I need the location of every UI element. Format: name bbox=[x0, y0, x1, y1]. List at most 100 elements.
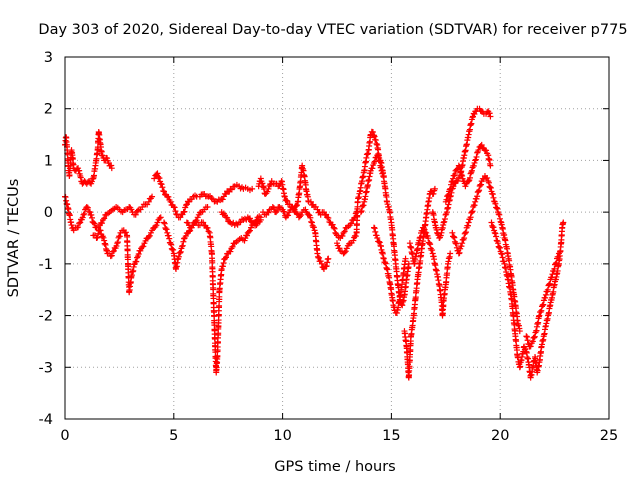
data-point-trace bbox=[323, 211, 330, 218]
data-point-trace bbox=[484, 174, 491, 181]
data-point bbox=[495, 240, 502, 247]
data-point-trace bbox=[155, 173, 162, 180]
data-point-trace bbox=[317, 258, 324, 265]
data-point-trace bbox=[461, 235, 468, 242]
data-point-trace bbox=[146, 232, 153, 239]
data-point-trace bbox=[522, 345, 529, 352]
data-point-trace bbox=[451, 171, 458, 178]
data-point bbox=[132, 211, 139, 218]
data-point-trace bbox=[538, 307, 545, 314]
data-point bbox=[560, 219, 567, 226]
data-point-trace bbox=[227, 248, 234, 255]
data-point bbox=[200, 219, 207, 226]
data-point bbox=[145, 198, 152, 205]
data-point-trace bbox=[171, 204, 178, 211]
data-point-trace bbox=[492, 200, 499, 207]
data-point-trace bbox=[498, 251, 505, 258]
data-point-trace bbox=[246, 227, 253, 234]
data-point bbox=[487, 162, 494, 169]
data-point-trace bbox=[496, 244, 503, 251]
data-point-trace bbox=[451, 234, 458, 241]
data-point-trace bbox=[122, 229, 129, 236]
x-tick-label: 20 bbox=[491, 428, 509, 444]
data-point-trace bbox=[220, 260, 227, 267]
data-point bbox=[340, 229, 347, 236]
data-point-trace bbox=[546, 280, 553, 287]
data-point-trace bbox=[290, 206, 297, 213]
data-point-trace bbox=[448, 181, 455, 188]
data-point bbox=[164, 229, 171, 236]
data-point-trace bbox=[551, 265, 558, 272]
data-point-trace bbox=[168, 245, 175, 252]
data-point-trace bbox=[371, 158, 378, 165]
y-tick-label: 2 bbox=[44, 102, 53, 118]
chart-title: Day 303 of 2020, Sidereal Day-to-day VTE… bbox=[38, 22, 627, 38]
y-tick-label: -3 bbox=[39, 360, 53, 376]
data-point-trace bbox=[444, 193, 451, 200]
data-point-trace bbox=[158, 181, 165, 188]
data-point-trace bbox=[88, 214, 95, 221]
data-point-trace bbox=[140, 243, 147, 250]
data-point bbox=[465, 219, 472, 226]
data-point bbox=[468, 167, 475, 174]
data-point-trace bbox=[476, 187, 483, 194]
data-point-trace bbox=[472, 156, 479, 163]
data-point bbox=[449, 229, 456, 236]
data-point bbox=[475, 147, 482, 154]
data-point-trace bbox=[372, 228, 379, 235]
data-point-trace bbox=[531, 334, 538, 341]
data-point-trace bbox=[348, 220, 355, 227]
x-tick-label: 5 bbox=[169, 428, 178, 444]
data-point bbox=[487, 113, 494, 120]
data-point-trace bbox=[474, 149, 481, 156]
data-point-trace bbox=[100, 234, 107, 241]
data-point bbox=[273, 209, 280, 216]
data-point-trace bbox=[331, 225, 338, 232]
data-point-trace bbox=[310, 224, 317, 231]
data-point-trace bbox=[478, 181, 485, 188]
data-point-trace bbox=[476, 182, 483, 189]
y-tick-label: 3 bbox=[44, 50, 53, 66]
data-point-trace bbox=[156, 215, 163, 222]
data-point-trace bbox=[75, 224, 82, 231]
data-point bbox=[350, 237, 357, 244]
data-point-trace bbox=[445, 191, 452, 198]
data-point-trace bbox=[358, 208, 365, 215]
data-point-trace bbox=[81, 210, 88, 217]
data-point-trace bbox=[156, 175, 163, 182]
data-point-trace bbox=[153, 222, 160, 229]
data-point-trace bbox=[294, 202, 301, 209]
data-point-trace bbox=[109, 248, 116, 255]
x-tick-label: 15 bbox=[382, 428, 400, 444]
data-point-trace bbox=[186, 228, 193, 235]
data-point bbox=[472, 198, 479, 205]
data-point-trace bbox=[246, 215, 253, 222]
data-point-trace bbox=[79, 214, 86, 221]
data-point-trace bbox=[458, 243, 465, 250]
data-point-trace bbox=[219, 263, 226, 270]
data-point bbox=[431, 185, 438, 192]
data-point-trace bbox=[473, 153, 480, 160]
data-point-trace bbox=[441, 215, 448, 222]
data-point bbox=[465, 178, 472, 185]
data-point-trace bbox=[469, 208, 476, 215]
data-point bbox=[204, 203, 211, 210]
data-point-trace bbox=[285, 212, 292, 219]
data-point-trace bbox=[101, 215, 108, 222]
data-point-trace bbox=[375, 153, 382, 160]
data-point-trace bbox=[293, 203, 300, 210]
x-tick-label: 25 bbox=[600, 428, 618, 444]
data-point-trace bbox=[456, 249, 463, 256]
data-point bbox=[249, 185, 256, 192]
data-point bbox=[459, 240, 466, 247]
data-point-trace bbox=[162, 224, 169, 231]
data-point-trace bbox=[470, 162, 477, 169]
data-point-trace bbox=[287, 207, 294, 214]
data-point bbox=[552, 260, 559, 267]
data-point bbox=[154, 170, 161, 177]
data-point bbox=[305, 211, 312, 218]
data-point-trace bbox=[114, 239, 121, 246]
data-point-trace bbox=[159, 184, 166, 191]
data-point-trace bbox=[464, 222, 471, 229]
data-point-trace bbox=[293, 210, 300, 217]
